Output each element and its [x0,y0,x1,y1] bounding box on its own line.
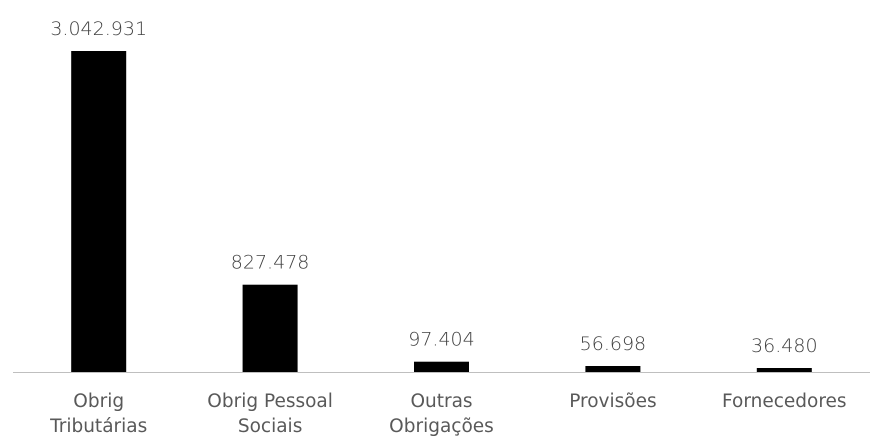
category-label-line: Fornecedores [722,391,847,412]
bar-4 [756,368,812,372]
category-label-line: Provisões [569,391,656,412]
bar-2 [414,361,469,372]
value-label-4: 36.480 [751,335,817,357]
category-label-line: Outras [410,391,472,412]
category-label-line: Obrig Pessoal [207,391,333,412]
category-label-line: Obrigações [389,416,494,437]
category-label-line: Sociais [238,416,303,437]
category-label-0: Obrig Tributárias [49,391,147,437]
category-label-3: Provisões [569,391,656,412]
category-label-4: Fornecedores [722,391,847,412]
value-labels-group: 3.042.931 827.478 97.404 56.698 36.480 [50,18,817,357]
value-label-2: 97.404 [408,329,474,351]
value-label-3: 56.698 [580,333,646,355]
bars-group [71,51,812,372]
value-label-0: 3.042.931 [50,18,147,40]
category-label-line: Obrig [73,391,124,412]
category-labels-group: Obrig Tributárias Obrig Pessoal Sociais Outr… [49,391,846,437]
category-label-line: Tributárias [49,416,147,437]
category-label-2: Outras Obrigações [389,391,494,437]
bar-1 [242,284,298,372]
bar-3 [585,366,641,372]
category-label-1: Obrig Pessoal Sociais [207,391,333,437]
bar-0 [71,51,127,372]
value-label-1: 827.478 [231,252,310,274]
